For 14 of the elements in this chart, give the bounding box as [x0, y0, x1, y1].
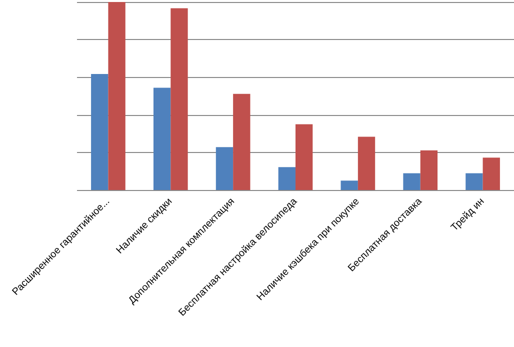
bar — [91, 74, 108, 190]
bar — [403, 173, 420, 190]
bar — [153, 88, 171, 190]
bar — [216, 147, 234, 190]
bar — [233, 94, 250, 190]
bar — [108, 2, 126, 190]
bar — [358, 136, 376, 190]
bar — [482, 158, 500, 190]
bar — [278, 167, 296, 190]
bar — [170, 8, 188, 190]
bar — [466, 173, 483, 190]
bar — [340, 180, 358, 190]
bar — [420, 150, 438, 190]
bar — [296, 124, 313, 190]
